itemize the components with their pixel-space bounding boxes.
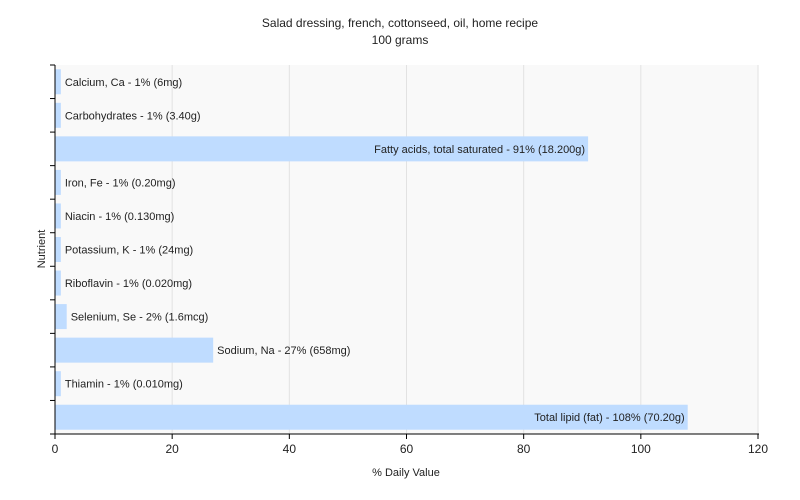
x-tick-label: 20 [165,442,179,456]
bar [55,337,214,363]
bar [55,169,61,195]
bar [55,69,61,95]
bar-label: Calcium, Ca - 1% (6mg) [65,77,182,89]
bar-label: Sodium, Na - 27% (658mg) [217,345,350,357]
x-tick-label: 0 [52,442,59,456]
axes: 0 20 40 60 80 100 120 [50,64,768,456]
bar [55,371,61,397]
bar-label: Total lipid (fat) - 108% (70.20g) [534,412,684,424]
bar-label: Selenium, Se - 2% (1.6mcg) [71,312,209,324]
bar [55,136,589,162]
bar [55,304,67,330]
x-tick-label: 80 [517,442,531,456]
bar [55,237,61,262]
x-tick-label: 60 [400,442,414,456]
bars: Calcium, Ca - 1% (6mg) Carbohydrates - 1%… [55,69,688,430]
bar-label: Riboflavin - 1% (0.020mg) [65,278,192,290]
bar-label: Carbohydrates - 1% (3.40g) [65,110,201,122]
bar [55,102,61,128]
gridlines [171,65,759,434]
bar [55,203,61,229]
y-axis-label: Nutrient [36,230,48,269]
bar [55,270,61,296]
x-axis-label: % Daily Value [372,467,440,479]
bar-label: Thiamin - 1% (0.010mg) [65,379,183,391]
x-tick-label: 40 [283,442,297,456]
bar-label: Iron, Fe - 1% (0.20mg) [65,177,176,189]
bar-label: Fatty acids, total saturated - 91% (18.2… [374,144,585,156]
bar [55,404,688,430]
bar-label: Niacin - 1% (0.130mg) [65,211,174,223]
x-tick-label: 100 [631,442,651,456]
chart-subtitle: 100 grams [372,33,429,47]
chart-title: Salad dressing, french, cottonseed, oil,… [262,16,538,30]
x-tick-label: 120 [748,442,768,456]
bar-label: Potassium, K - 1% (24mg) [65,245,193,257]
